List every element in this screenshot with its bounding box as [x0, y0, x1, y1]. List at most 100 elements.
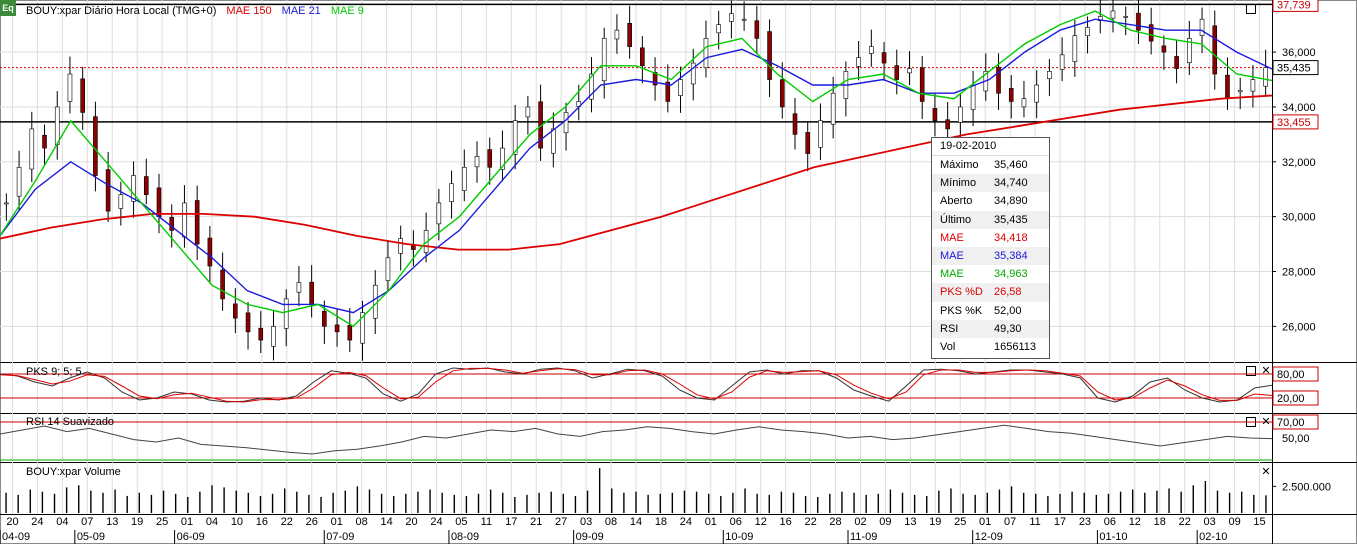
month-label: 06-09 [177, 531, 205, 543]
tooltip-key: PKS %K [940, 304, 983, 317]
x-tick-label: 12 [755, 516, 767, 528]
candle [690, 62, 696, 85]
candle [754, 20, 760, 39]
tooltip-value: 34,963 [994, 268, 1028, 281]
x-tick-label: 11 [481, 516, 492, 528]
x-tick-label: 20 [405, 516, 417, 528]
instrument-selector[interactable]: BOUY:xpar Diário Hora Local (TMG+0) [26, 4, 217, 17]
level-label-box [1272, 366, 1319, 382]
candle [1110, 10, 1116, 19]
ind-mae150[interactable]: MAE 150 [226, 4, 272, 17]
x-tick-label: 11 [1029, 516, 1040, 528]
maximize-icon[interactable] [1246, 417, 1256, 427]
tooltip-row: Mínimo 34,740 [932, 174, 1049, 193]
candle [296, 282, 302, 293]
x-tick-label: 24 [430, 516, 442, 528]
x-tick-label: 03 [580, 516, 592, 528]
candle [614, 29, 620, 40]
tooltip-row: PKS %K 52,00 [932, 302, 1049, 320]
stoch-title[interactable]: PKS 9; 5; 5 [26, 366, 82, 378]
candle [93, 116, 98, 176]
y-tick-label: 28,000 [1282, 267, 1316, 279]
x-tick-label: 12 [1129, 516, 1141, 528]
ind-mae21[interactable]: MAE 21 [281, 4, 321, 17]
tooltip-row: RSI 49,30 [932, 319, 1049, 338]
maximize-icon[interactable] [1246, 366, 1256, 376]
candle [500, 147, 505, 170]
volume-title: BOUY:xpar Volume [26, 466, 121, 478]
candle [818, 120, 823, 148]
candle [80, 78, 85, 113]
candle [474, 156, 480, 168]
x-tick-label: 15 [1253, 516, 1265, 528]
x-tick-label: 08 [356, 516, 368, 528]
x-tick-label: 05 [455, 516, 467, 528]
chart-header: BOUY:xpar Diário Hora Local (TMG+0) MAE … [26, 3, 364, 18]
x-tick-label: 27 [555, 516, 567, 528]
candle [869, 46, 874, 54]
candle [1008, 88, 1014, 102]
candle [449, 183, 454, 202]
close-icon[interactable]: ✕ [1261, 365, 1271, 377]
candle [271, 326, 276, 347]
candle [1212, 25, 1218, 75]
x-tick-label: 16 [780, 516, 792, 528]
candle [741, 18, 747, 21]
candle [4, 202, 9, 205]
tooltip-row: Último 35,435 [932, 210, 1049, 229]
candle [1085, 27, 1090, 37]
maximize-icon[interactable] [1246, 4, 1256, 14]
rsi-line [0, 424, 1273, 455]
candle [487, 149, 493, 168]
candle [525, 106, 531, 118]
candle [67, 73, 73, 102]
stoch-d-line [0, 367, 1273, 403]
month-label: 01-10 [1099, 531, 1127, 543]
candle [958, 106, 963, 123]
level-label-box [1272, 390, 1319, 406]
mae150-line [0, 94, 1273, 251]
tooltip-value: 35,384 [994, 249, 1028, 262]
tooltip-value: 26,58 [994, 286, 1022, 299]
candle [601, 38, 607, 82]
x-tick-label: 04 [56, 516, 68, 528]
candle [640, 47, 645, 67]
rsi-title[interactable]: RSI 14 Suavizado [26, 416, 115, 428]
data-tooltip: 19-02-2010 Máximo 35,460 Mínimo 34,740 Abert… [931, 137, 1050, 359]
candle [996, 66, 1001, 94]
x-tick-label: 02 [854, 516, 866, 528]
candle [29, 128, 35, 170]
candle [1161, 45, 1167, 53]
x-tick-label: 24 [31, 516, 43, 528]
candle [156, 187, 162, 217]
x-tick-label: 13 [106, 516, 118, 528]
x-tick-label: 01 [705, 516, 717, 528]
tooltip-key: Aberto [940, 195, 973, 208]
month-label: 12-09 [975, 531, 1003, 543]
x-tick-label: 09 [879, 516, 891, 528]
tooltip-row: Vol 1656113 [932, 338, 1049, 356]
candle [245, 312, 251, 333]
tooltip-key: Último [940, 213, 972, 226]
x-tick-label: 01 [979, 516, 991, 528]
tooltip-value: 34,418 [994, 231, 1028, 244]
close-icon[interactable]: ✕ [1261, 416, 1271, 428]
tooltip-value: 35,460 [994, 159, 1028, 171]
x-tick-label: 19 [929, 516, 941, 528]
candle [1034, 84, 1039, 103]
month-label: 02-10 [1199, 531, 1227, 543]
candle [881, 52, 887, 64]
y-tick-label: 36,000 [1282, 47, 1316, 59]
price-label-box [1272, 114, 1319, 130]
candle [551, 128, 556, 154]
close-icon[interactable]: ✕ [1261, 466, 1271, 478]
candle [1021, 98, 1027, 108]
y-tick-label: 34,000 [1282, 102, 1316, 114]
tooltip-row: PKS %D 26,58 [932, 283, 1049, 302]
candle [1199, 18, 1205, 36]
ind-mae9[interactable]: MAE 9 [330, 4, 364, 17]
candle [703, 38, 709, 69]
candle [16, 166, 22, 197]
candle [461, 166, 467, 191]
